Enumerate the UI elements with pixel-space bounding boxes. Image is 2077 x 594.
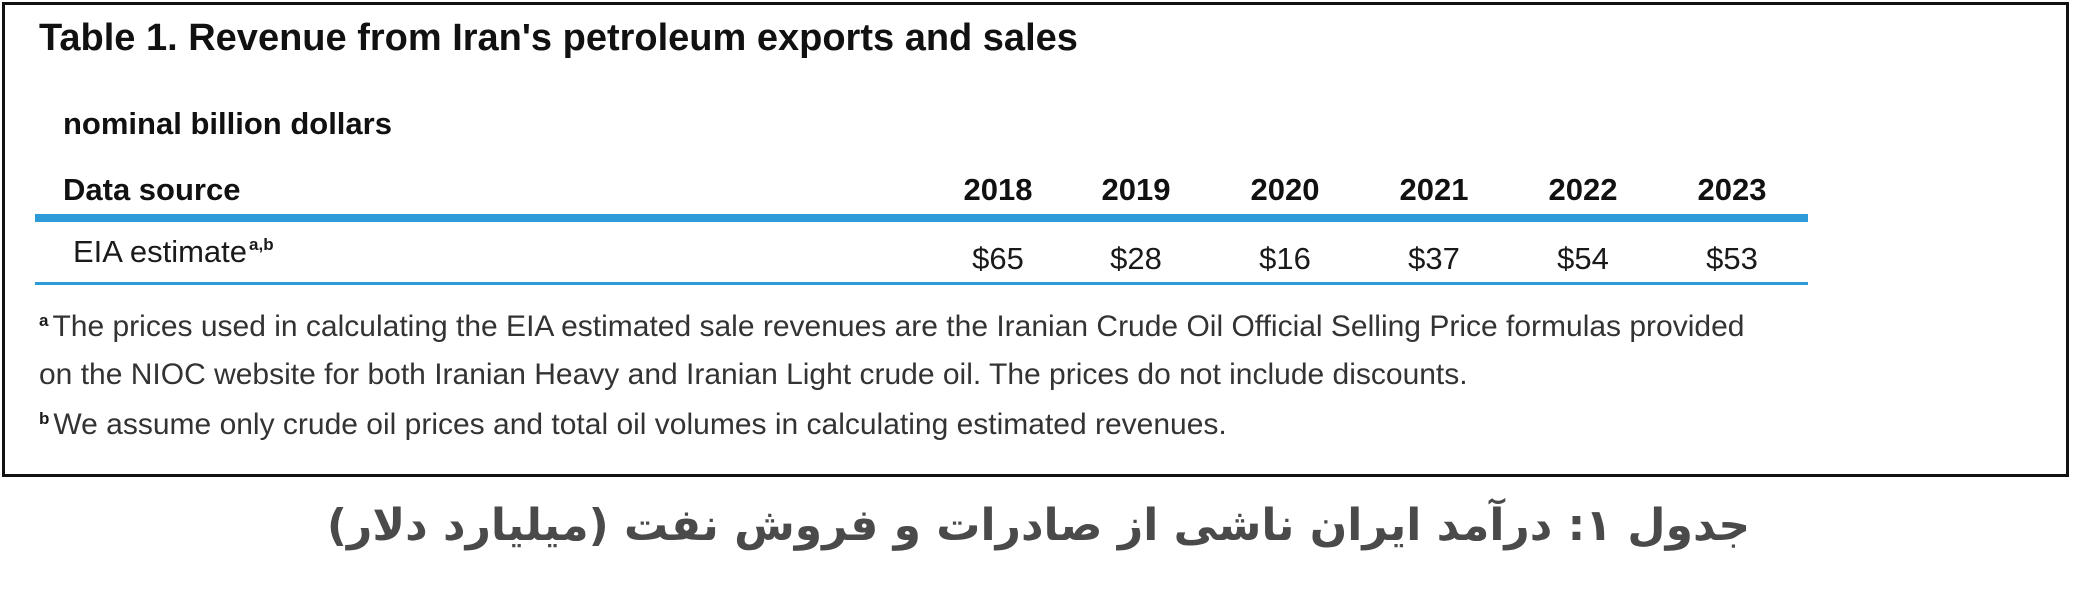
cell-2023: $53 (1706, 241, 1758, 276)
cell-2022: $54 (1557, 241, 1609, 276)
header-year-2018: 2018 (963, 172, 1033, 207)
header-year-2019: 2019 (1101, 172, 1171, 207)
table-frame: Table 1. Revenue from Iran's petroleum e… (2, 2, 2069, 477)
footnote-a-line1: The prices used in calculating the EIA e… (52, 310, 1745, 343)
footnote-a: a The prices used in calculating the EIA … (39, 312, 1744, 342)
row-label-eia-estimate: EIA estimate a,b (73, 234, 274, 270)
table-bottom-rule (35, 282, 1808, 285)
footnote-a-continued: on the NIOC website for both Iranian Hea… (39, 358, 1468, 391)
persian-caption: جدول ۱: درآمد ایران ناشی از صادرات و فرو… (326, 500, 1751, 551)
header-data-source: Data source (63, 172, 241, 207)
footnote-a-mark: a (39, 311, 49, 330)
units-label: nominal billion dollars (63, 106, 392, 141)
cell-2018: $65 (972, 241, 1024, 276)
table-title: Table 1. Revenue from Iran's petroleum e… (39, 17, 1078, 59)
header-year-2021: 2021 (1399, 172, 1469, 207)
footnote-b: b We assume only crude oil prices and tot… (39, 410, 1227, 440)
cell-2021: $37 (1408, 241, 1460, 276)
footnote-b-mark: b (39, 409, 50, 428)
header-year-2023: 2023 (1697, 172, 1767, 207)
header-year-2022: 2022 (1548, 172, 1618, 207)
row-label-text: EIA estimate (73, 234, 248, 269)
header-year-2020: 2020 (1250, 172, 1320, 207)
row-label-footnote-marks: a,b (249, 235, 274, 254)
cell-2019: $28 (1110, 241, 1162, 276)
footnote-b-line: We assume only crude oil prices and tota… (53, 408, 1227, 441)
header-divider (35, 214, 1808, 222)
cell-2020: $16 (1259, 241, 1311, 276)
